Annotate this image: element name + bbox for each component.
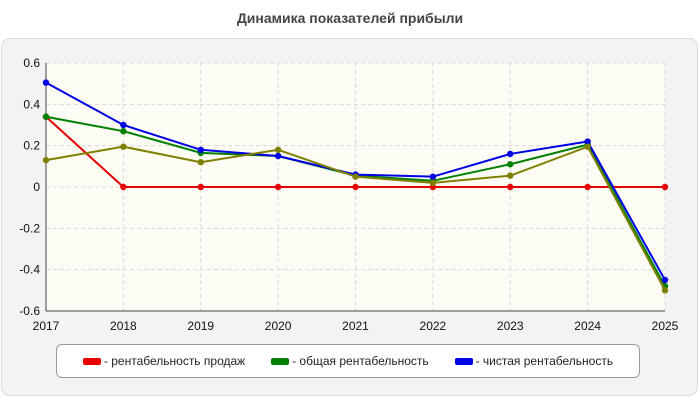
y-tick-label: 0.2 — [23, 139, 40, 153]
data-point — [274, 183, 282, 191]
x-tick-label: 2021 — [342, 319, 369, 333]
data-point — [120, 121, 127, 129]
y-tick-label: 0.6 — [23, 56, 40, 70]
legend-item-total: - общая рентабельность — [271, 354, 429, 368]
data-point — [42, 79, 50, 86]
data-point — [274, 152, 282, 160]
x-tick-label: 2024 — [574, 319, 601, 333]
x-tick-label: 2022 — [420, 319, 447, 333]
data-point — [507, 172, 514, 179]
y-tick-label: -0.2 — [19, 221, 40, 235]
data-point — [120, 128, 127, 135]
legend-label: - рентабельность продаж — [103, 354, 246, 368]
data-point — [429, 173, 437, 180]
data-point — [42, 156, 50, 164]
data-point — [507, 150, 514, 158]
x-tick-label: 2019 — [187, 319, 214, 333]
y-tick-label: -0.6 — [19, 304, 40, 318]
x-tick-label: 2018 — [110, 319, 137, 333]
data-point — [584, 143, 591, 150]
data-point — [352, 183, 359, 191]
y-tick-label: 0 — [33, 180, 40, 194]
data-point — [507, 183, 514, 191]
y-tick-label: -0.4 — [19, 263, 40, 277]
legend-label: - общая рентабельность — [292, 354, 429, 368]
data-point — [584, 183, 591, 191]
x-tick-label: 2020 — [265, 319, 292, 333]
data-point — [661, 287, 669, 294]
data-point — [42, 113, 50, 120]
data-point — [352, 173, 359, 180]
data-point — [429, 179, 437, 187]
data-point — [197, 146, 204, 153]
legend-item-net: - чистая рентабельность — [454, 354, 614, 368]
data-point — [661, 276, 669, 284]
data-point — [274, 146, 282, 153]
legend-swatch — [82, 357, 101, 365]
axes — [45, 63, 665, 312]
x-tick-label: 2023 — [497, 319, 524, 333]
x-tick-label: 2025 — [652, 319, 679, 333]
data-point — [584, 138, 591, 145]
series-lines — [42, 79, 669, 294]
legend-label: - чистая рентабельность — [475, 354, 614, 368]
legend-swatch — [454, 357, 473, 365]
data-point — [120, 143, 127, 150]
chart-title: Динамика показателей прибыли — [236, 10, 464, 26]
legend: - рентабельность продаж - общая рентабел… — [56, 344, 640, 378]
data-point — [120, 183, 127, 191]
data-point — [507, 161, 514, 168]
data-point — [661, 183, 669, 191]
data-point — [197, 183, 204, 191]
legend-item-sales: - рентабельность продаж — [82, 354, 246, 368]
data-point — [197, 159, 204, 166]
y-tick-label: 0.4 — [23, 97, 40, 111]
legend-swatch — [271, 357, 290, 365]
x-tick-label: 2017 — [33, 319, 60, 333]
